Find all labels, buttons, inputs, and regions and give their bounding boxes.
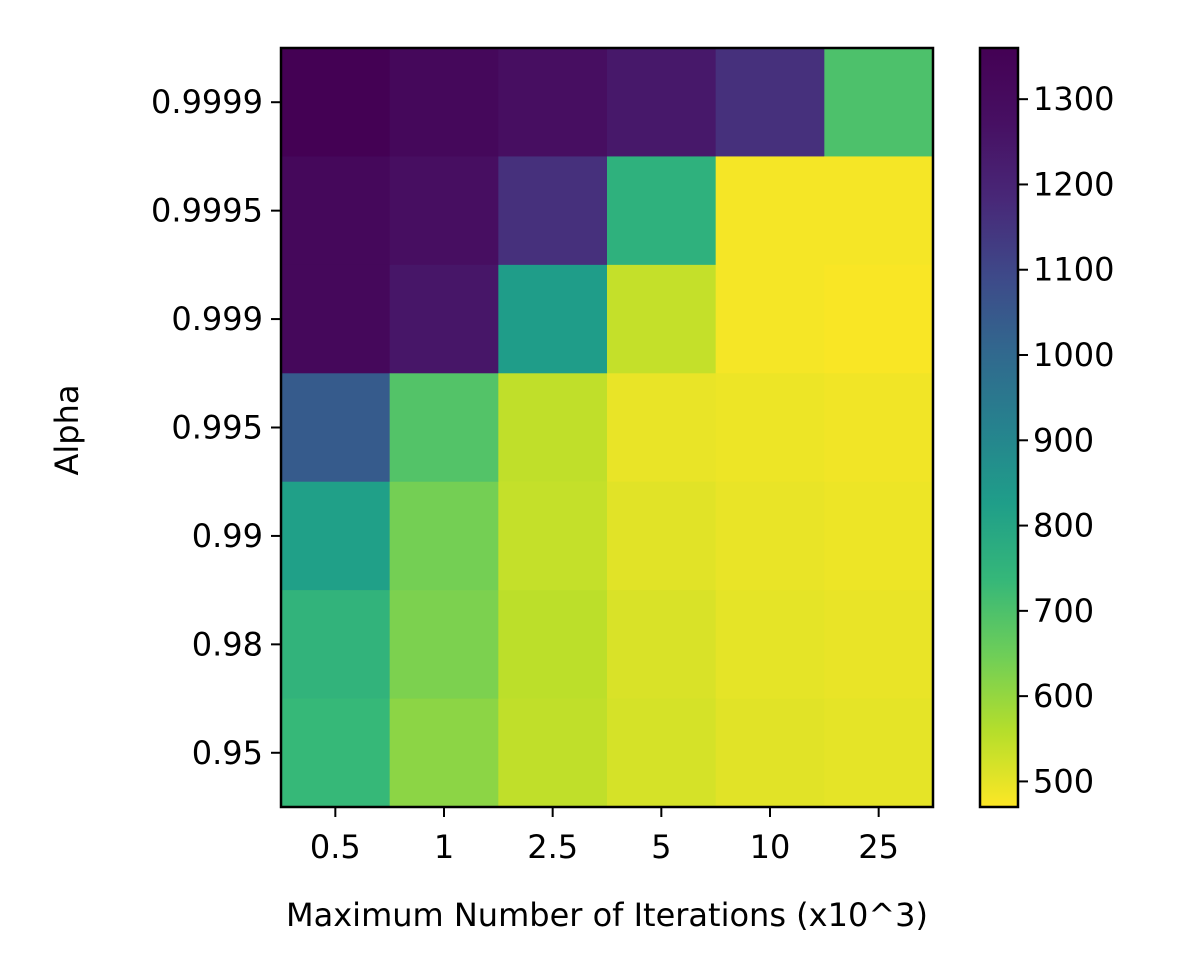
heatmap-cell: [607, 481, 717, 591]
heatmap-cell: [498, 264, 608, 374]
heatmap-cell: [715, 48, 825, 158]
y-tick-label: 0.99: [192, 517, 263, 555]
heatmap-cell: [824, 264, 934, 374]
heatmap-cell: [607, 698, 717, 808]
heatmap-cell: [607, 264, 717, 374]
colorbar-tick-label: 900: [1033, 421, 1094, 459]
colorbar-tick-label: 1000: [1033, 336, 1114, 374]
heatmap-cells: [281, 48, 934, 808]
colorbar-tick-label: 1200: [1033, 165, 1114, 203]
colorbar: [978, 46, 1020, 809]
colorbar-tick-label: 600: [1033, 677, 1094, 715]
heatmap-cell: [389, 264, 499, 374]
heatmap-cell: [498, 698, 608, 808]
heatmap-cell: [824, 156, 934, 266]
heatmap-cell: [389, 698, 499, 808]
x-tick-label: 2.5: [527, 828, 578, 866]
y-tick-label: 0.999: [171, 300, 263, 338]
heatmap-cell: [715, 698, 825, 808]
heatmap-cell: [498, 48, 608, 158]
y-tick-label: 0.98: [192, 625, 263, 663]
y-axis: 0.9999 0.9995 0.999 0.995 0.99 0.98 0.95: [151, 83, 281, 772]
heatmap-cell: [389, 48, 499, 158]
heatmap-cell: [607, 373, 717, 483]
colorbar-tick-label: 1300: [1033, 80, 1114, 118]
heatmap-cell: [281, 48, 391, 158]
y-tick-label: 0.9999: [151, 83, 263, 121]
x-tick-label: 10: [750, 828, 791, 866]
heatmap-cell: [824, 373, 934, 483]
colorbar-tick-label: 500: [1033, 762, 1094, 800]
x-tick-label: 1: [434, 828, 454, 866]
x-axis: 0.5 1 2.5 5 10 25: [310, 807, 899, 866]
heatmap-cell: [824, 481, 934, 591]
colorbar-tick-label: 700: [1033, 592, 1094, 630]
y-tick-label: 0.9995: [151, 192, 263, 230]
heatmap-cell: [281, 698, 391, 808]
y-axis-label: Alpha: [48, 385, 86, 476]
y-tick-label: 0.95: [192, 734, 263, 772]
heatmap-cell: [824, 590, 934, 700]
heatmap-cell: [389, 156, 499, 266]
heatmap-cell: [389, 373, 499, 483]
heatmap-cell: [281, 373, 391, 483]
heatmap-cell: [715, 156, 825, 266]
heatmap-cell: [715, 373, 825, 483]
heatmap-cell: [607, 48, 717, 158]
x-tick-label: 5: [651, 828, 671, 866]
x-tick-label: 25: [858, 828, 899, 866]
heatmap-cell: [607, 590, 717, 700]
heatmap-cell: [715, 590, 825, 700]
heatmap-cell: [498, 481, 608, 591]
heatmap-cell: [715, 481, 825, 591]
heatmap-cell: [824, 698, 934, 808]
colorbar-tick-label: 1100: [1033, 251, 1114, 289]
x-tick-label: 0.5: [310, 828, 361, 866]
heatmap-cell: [281, 590, 391, 700]
heatmap-cell: [389, 590, 499, 700]
heatmap-cell: [498, 590, 608, 700]
heatmap-cell: [498, 373, 608, 483]
heatmap-cell: [389, 481, 499, 591]
heatmap-cell: [715, 264, 825, 374]
colorbar-tick-label: 800: [1033, 507, 1094, 545]
x-axis-label: Maximum Number of Iterations (x10^3): [286, 896, 928, 934]
heatmap-cell: [281, 156, 391, 266]
heatmap-cell: [607, 156, 717, 266]
heatmap-cell: [824, 48, 934, 158]
y-tick-label: 0.995: [171, 409, 263, 447]
heatmap-cell: [281, 481, 391, 591]
colorbar-ticks: 500 600 700 800 900 1000 1100 1200 1300: [1018, 80, 1114, 800]
heatmap-cell: [498, 156, 608, 266]
heatmap-cell: [281, 264, 391, 374]
